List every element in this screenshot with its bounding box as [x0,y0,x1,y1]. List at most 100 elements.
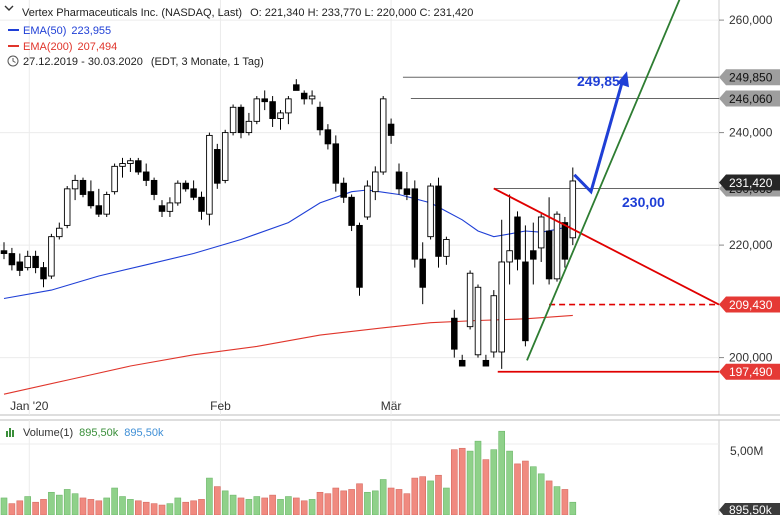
candle-body [387,123,395,136]
chart-title: Vertex Pharmaceuticals Inc. (NASDAQ, Las… [22,7,473,19]
candle-body [545,230,553,280]
candle-body [111,165,118,193]
volume-bar [79,497,87,515]
candle-body [332,143,340,184]
candle-body [221,132,229,181]
candle-body [8,253,16,266]
uptrend-line [526,0,681,361]
price-tag-label: 246,060 [729,92,773,106]
volume-bar [348,489,355,515]
volume-bar [237,497,245,515]
volume-bar [0,497,8,515]
candle-body [269,101,276,119]
volume-bar [95,500,103,515]
candle-body [71,179,79,190]
volume-bar [277,499,284,515]
volume-header: Volume(1) 895,50k 895,50k 5,00M 895,50k [6,427,780,515]
candle-body [135,160,142,173]
x-tick-label: Mär [381,399,402,413]
volume-bar [71,493,79,515]
volume-bar [498,430,506,515]
volume-bar [371,490,379,515]
volume-bar [119,496,126,515]
volume-bar [403,493,411,515]
candle-body [103,194,110,215]
clock-icon [7,55,19,67]
price-tag-shape [719,363,780,380]
price-tag-209-430: 209,430 [719,296,780,313]
volume-bar [356,483,363,515]
candle-body [490,295,498,353]
candle-body [482,359,490,367]
volume-bar [561,489,569,515]
volume-bar [490,449,498,515]
volume-bar [545,480,553,515]
volume-bar [466,450,474,515]
price-tag-shape [719,296,780,313]
volume-bar [458,447,466,515]
volume-bar [8,503,16,515]
volume-bar [150,503,158,515]
candle-body [56,227,63,238]
candle-body [403,188,411,195]
candle-body [506,250,513,263]
volume-bar [379,479,387,515]
volume-bar [332,487,340,515]
candle-body [411,188,419,260]
y-tick-label: 240,000 [729,126,773,140]
candle-body [348,196,355,226]
candle-body [395,171,403,190]
price-tag-label: 249,850 [729,71,773,85]
candle-body [300,92,308,100]
breakout-annotation: 230,00 [622,194,665,210]
volume-bar [214,486,221,515]
candle-body [443,239,450,257]
candle-body [419,258,426,288]
candle-body [356,224,363,288]
volume-bar [55,494,63,515]
price-tag-label: 231,420 [729,176,773,190]
volume-bar [135,500,142,515]
ema200-line [3,314,573,395]
volume-bar [158,504,166,515]
ema200-path [3,314,573,395]
volume-bar [198,499,205,515]
volume-bar [206,477,213,515]
volume-bar [506,450,513,515]
volume-bar [395,489,403,515]
collapse-icon[interactable] [4,5,14,11]
volume-bar [419,476,427,515]
price-levels [402,76,719,189]
ema200-legend: EMA(200) 207,494 [23,41,117,53]
candle-body [150,179,158,195]
volume-bar [474,440,482,515]
volume-bar [48,491,55,515]
candle-body [24,255,31,269]
x-axis-ticks: Jan '20 Feb Mär [10,399,401,413]
chart-header: Vertex Pharmaceuticals Inc. (NASDAQ, Las… [4,5,473,68]
y-tick-label: 200,000 [729,351,773,365]
candle-body [229,106,237,134]
candle-body [214,149,221,184]
candle-body [40,267,47,280]
candle-body [308,95,316,100]
candle-body [561,222,569,260]
candle-body [379,98,387,173]
price-tag-197-490: 197,490 [719,363,780,380]
volume-bar [450,449,458,515]
price-tag-shape [719,174,780,191]
volume-bar [253,496,261,515]
candle-body [32,255,39,269]
volume-bar [292,497,300,515]
volume-bar [316,491,324,515]
volume-last-tag: 895,50k [719,503,780,515]
candle-body [364,185,371,218]
volume-bar [537,473,545,515]
volume-bar [16,500,24,515]
price-tags: 249,850246,060230,065231,420209,430197,4… [719,69,780,380]
candle-body [537,216,545,249]
candle-body [498,261,505,353]
candle-body [127,160,134,164]
volume-bar [87,499,95,515]
